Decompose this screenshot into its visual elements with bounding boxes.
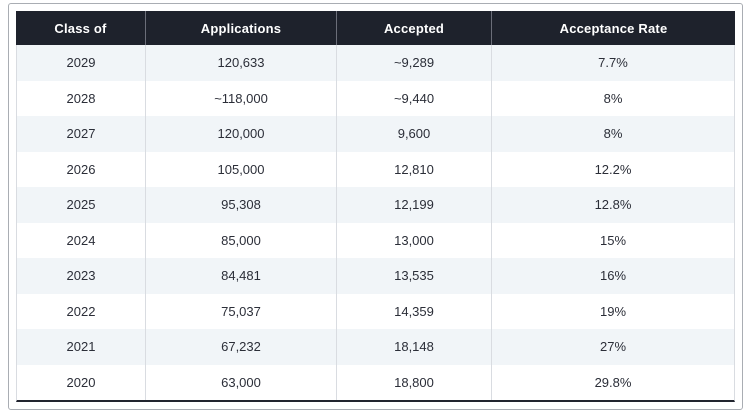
- cell-applications: 120,000: [146, 116, 337, 152]
- table-row: 2027 120,000 9,600 8%: [17, 116, 734, 152]
- table-row: 2028 ~118,000 ~9,440 8%: [17, 80, 734, 116]
- cell-accepted: 9,600: [337, 116, 492, 152]
- cell-accepted: 13,000: [337, 222, 492, 258]
- cell-acceptance-rate: 12.2%: [594, 161, 632, 177]
- cell-class-of: 2021: [17, 329, 146, 365]
- table-row: 2026 105,000 12,810 12.2%: [17, 151, 734, 187]
- table-header-row: Class of Applications Accepted Acceptanc…: [16, 11, 735, 45]
- admissions-table: Class of Applications Accepted Acceptanc…: [16, 11, 735, 402]
- table-row: 2022 75,037 14,359 19%: [17, 293, 734, 329]
- cell-acceptance-rate: 19%: [599, 303, 627, 319]
- cell-applications: 85,000: [146, 222, 337, 258]
- cell-class-of: 2029: [17, 45, 146, 81]
- cell-class-of: 2027: [17, 116, 146, 152]
- cell-class-of: 2020: [17, 364, 146, 400]
- cell-class-of: 2025: [17, 187, 146, 223]
- column-header-acceptance-rate: Acceptance Rate: [559, 20, 668, 36]
- cell-acceptance-rate: 12.8%: [594, 197, 632, 213]
- column-header-class-of: Class of: [16, 11, 146, 45]
- cell-accepted: 18,148: [337, 329, 492, 365]
- table-row: 2024 85,000 13,000 15%: [17, 222, 734, 258]
- cell-accepted: ~9,289: [337, 45, 492, 81]
- column-header-applications: Applications: [146, 11, 337, 45]
- cell-applications: ~118,000: [146, 80, 337, 116]
- cell-applications: 105,000: [146, 151, 337, 187]
- cell-applications: 84,481: [146, 258, 337, 294]
- table-row: 2029 120,633 ~9,289 7.7%: [17, 45, 734, 81]
- cell-applications: 67,232: [146, 329, 337, 365]
- cell-acceptance-rate: 16%: [599, 268, 627, 284]
- cell-acceptance-rate: 29.8%: [594, 374, 632, 390]
- cell-accepted: ~9,440: [337, 80, 492, 116]
- cell-accepted: 12,199: [337, 187, 492, 223]
- cell-accepted: 14,359: [337, 293, 492, 329]
- cell-acceptance-rate: 8%: [603, 126, 623, 142]
- cell-acceptance-rate: 7.7%: [598, 55, 628, 71]
- cell-class-of: 2022: [17, 293, 146, 329]
- column-header-accepted: Accepted: [337, 11, 492, 45]
- cell-accepted: 18,800: [337, 364, 492, 400]
- table-row: 2020 63,000 18,800 29.8%: [17, 364, 734, 400]
- cell-class-of: 2028: [17, 80, 146, 116]
- cell-acceptance-rate: 15%: [599, 232, 627, 248]
- cell-applications: 75,037: [146, 293, 337, 329]
- cell-applications: 120,633: [146, 45, 337, 81]
- table-row: 2023 84,481 13,535 16%: [17, 258, 734, 294]
- cell-acceptance-rate: 8%: [603, 90, 623, 106]
- cell-class-of: 2024: [17, 222, 146, 258]
- table-row: 2021 67,232 18,148 27%: [17, 329, 734, 365]
- cell-applications: 95,308: [146, 187, 337, 223]
- table-body: 2029 120,633 ~9,289 7.7% 2028 ~118,000 ~…: [16, 45, 735, 402]
- cell-accepted: 13,535: [337, 258, 492, 294]
- cell-applications: 63,000: [146, 364, 337, 400]
- cell-accepted: 12,810: [337, 151, 492, 187]
- cell-acceptance-rate: 27%: [599, 339, 627, 355]
- cell-class-of: 2026: [17, 151, 146, 187]
- cell-class-of: 2023: [17, 258, 146, 294]
- screenshot-frame: Class of Applications Accepted Acceptanc…: [8, 3, 743, 410]
- table-row: 2025 95,308 12,199 12.8%: [17, 187, 734, 223]
